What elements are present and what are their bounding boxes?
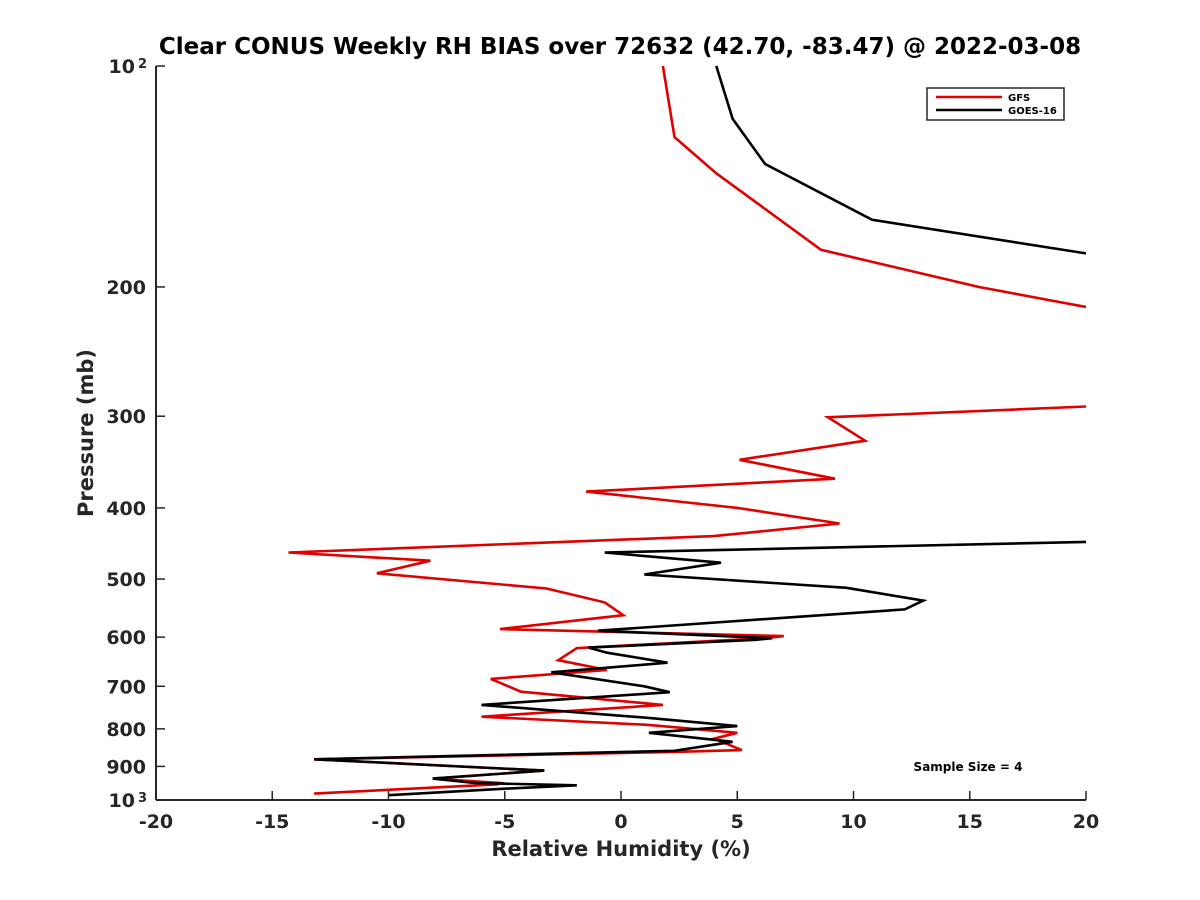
series-line-goes-16 (314, 540, 1086, 797)
legend: GFS GOES-16 (926, 87, 1065, 121)
x-tick-label: -20 (139, 811, 173, 833)
x-tick-label: 15 (957, 811, 983, 833)
legend-box (926, 87, 1065, 121)
y-tick-label: 800 (106, 719, 146, 741)
x-tick-label: -15 (255, 811, 289, 833)
x-tick-label: 10 (840, 811, 866, 833)
chart-title: Clear CONUS Weekly RH BIAS over 72632 (4… (159, 34, 1081, 60)
series-line-goes-16 (715, 65, 1086, 255)
x-tick-label: -10 (371, 811, 405, 833)
x-axis-ticks: -20 -15 -10 -5 0 5 10 15 20 (139, 791, 1099, 833)
legend-label-gfs: GFS (1008, 93, 1030, 104)
y-tick-label: 500 (106, 569, 146, 591)
y-tick-label: 200 (106, 277, 146, 299)
y-tick-exponent: 3 (138, 791, 147, 806)
y-tick-label: 700 (106, 676, 146, 698)
y-tick-label: 900 (106, 756, 146, 778)
y-tick-exponent: 2 (138, 57, 147, 72)
y-tick-label: 400 (106, 498, 146, 520)
y-tick-label: 10 (109, 790, 135, 812)
series-line-gfs (288, 405, 1086, 795)
x-axis-title: Relative Humidity (%) (491, 837, 750, 861)
x-tick-label: -5 (494, 811, 515, 833)
sample-size-annotation: Sample Size = 4 (914, 760, 1023, 774)
y-tick-label: 10 (109, 56, 135, 78)
x-tick-label: 20 (1073, 811, 1099, 833)
x-tick-label: 0 (614, 811, 627, 833)
y-tick-label: 300 (106, 406, 146, 428)
y-tick-label: 600 (106, 627, 146, 649)
series-line-gfs (661, 65, 1086, 309)
x-tick-label: 5 (731, 811, 744, 833)
y-axis-title: Pressure (mb) (74, 349, 98, 517)
plot-lines (288, 65, 1086, 797)
legend-label-goes-16: GOES-16 (1008, 106, 1057, 117)
